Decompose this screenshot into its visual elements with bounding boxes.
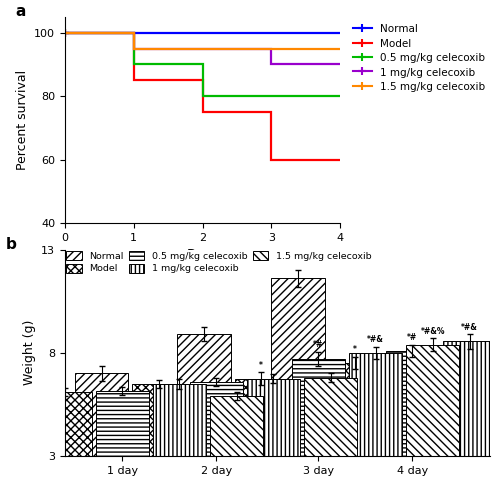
1.5 mg/kg celecoxib bbox=[131, 46, 137, 51]
0.5 mg/kg celecoxib bbox=[131, 61, 137, 67]
Bar bbox=[304, 378, 357, 456]
1 mg/kg celecoxib bbox=[200, 46, 205, 51]
Bar bbox=[96, 391, 149, 456]
Bar bbox=[292, 359, 345, 456]
Text: b: b bbox=[6, 237, 16, 252]
Text: *: * bbox=[353, 346, 357, 354]
0.5 mg/kg celecoxib bbox=[337, 93, 343, 99]
Bar bbox=[38, 392, 92, 456]
Bar bbox=[153, 384, 206, 456]
0.5 mg/kg celecoxib bbox=[131, 30, 137, 36]
1 mg/kg celecoxib bbox=[131, 46, 137, 51]
Bar bbox=[132, 384, 186, 456]
1 mg/kg celecoxib bbox=[268, 46, 274, 51]
Bar bbox=[210, 396, 263, 456]
1.5 mg/kg celecoxib bbox=[62, 30, 68, 36]
1 mg/kg celecoxib bbox=[200, 46, 205, 51]
1 mg/kg celecoxib bbox=[131, 30, 137, 36]
Line: 0.5 mg/kg celecoxib: 0.5 mg/kg celecoxib bbox=[65, 33, 340, 96]
Bar bbox=[178, 334, 231, 456]
Line: 1 mg/kg celecoxib: 1 mg/kg celecoxib bbox=[65, 33, 340, 64]
Text: *#&%: *#&% bbox=[420, 327, 445, 336]
Text: *: * bbox=[259, 361, 263, 370]
Model bbox=[131, 77, 137, 83]
Bar bbox=[443, 341, 496, 456]
Bar bbox=[75, 373, 128, 456]
Model bbox=[131, 30, 137, 36]
Model bbox=[268, 109, 274, 115]
Line: Model: Model bbox=[65, 33, 340, 160]
Text: a: a bbox=[16, 4, 26, 19]
Text: *#: *# bbox=[407, 333, 418, 342]
Bar bbox=[272, 278, 324, 456]
Line: 1.5 mg/kg celecoxib: 1.5 mg/kg celecoxib bbox=[65, 33, 340, 48]
1 mg/kg celecoxib bbox=[62, 30, 68, 36]
0.5 mg/kg celecoxib bbox=[62, 30, 68, 36]
Bar bbox=[247, 379, 300, 456]
Legend: Normal, Model, 0.5 mg/kg celecoxib, 1 mg/kg celecoxib, 1.5 mg/kg celecoxib: Normal, Model, 0.5 mg/kg celecoxib, 1 mg… bbox=[66, 250, 372, 275]
Y-axis label: Weight (g): Weight (g) bbox=[22, 320, 36, 385]
Model bbox=[337, 157, 343, 163]
Text: *#&: *#& bbox=[461, 323, 478, 332]
Model bbox=[62, 30, 68, 36]
1 mg/kg celecoxib bbox=[337, 61, 343, 67]
Bar bbox=[190, 382, 243, 456]
X-axis label: Days: Days bbox=[187, 249, 218, 262]
Y-axis label: Percent survival: Percent survival bbox=[16, 70, 28, 170]
1 mg/kg celecoxib bbox=[268, 61, 274, 67]
Bar bbox=[386, 351, 439, 456]
0.5 mg/kg celecoxib bbox=[200, 61, 205, 67]
Model bbox=[268, 157, 274, 163]
Text: *#: *# bbox=[313, 340, 324, 349]
1.5 mg/kg celecoxib bbox=[131, 30, 137, 36]
0.5 mg/kg celecoxib bbox=[200, 93, 205, 99]
Model bbox=[200, 77, 205, 83]
Legend: Normal, Model, 0.5 mg/kg celecoxib, 1 mg/kg celecoxib, 1.5 mg/kg celecoxib: Normal, Model, 0.5 mg/kg celecoxib, 1 mg… bbox=[350, 22, 487, 94]
Bar bbox=[349, 353, 402, 456]
Text: *#&: *#& bbox=[367, 335, 384, 344]
Bar bbox=[234, 379, 288, 456]
Bar bbox=[328, 363, 382, 456]
Model bbox=[200, 109, 205, 115]
1.5 mg/kg celecoxib bbox=[337, 46, 343, 51]
Bar bbox=[406, 345, 460, 456]
Bar bbox=[0, 388, 34, 456]
